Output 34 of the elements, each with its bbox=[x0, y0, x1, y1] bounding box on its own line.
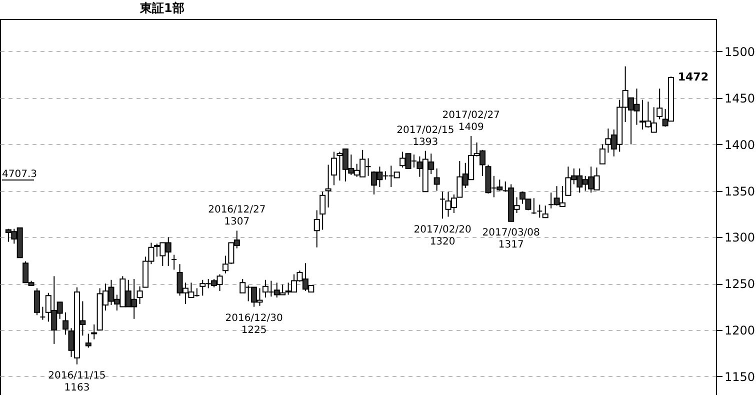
y-tick-label: 1500 bbox=[724, 44, 756, 59]
candlestick bbox=[34, 288, 40, 316]
annotation: 2016/12/27 1307 bbox=[208, 204, 266, 228]
candlestick bbox=[434, 168, 440, 192]
candlestick bbox=[171, 254, 178, 270]
candlestick bbox=[62, 312, 69, 336]
candlestick bbox=[440, 191, 446, 220]
text: 1472 bbox=[678, 70, 708, 84]
annotation: 2017/03/08 1317 bbox=[482, 227, 540, 250]
annotation: 2017/02/20 1320 bbox=[414, 224, 472, 248]
annotation: 2016/11/15 1163 bbox=[48, 370, 106, 394]
annotation: 2017/02/15 1393 bbox=[396, 124, 454, 148]
y-tick-label: 1400 bbox=[724, 138, 756, 152]
y-tick-label: 1250 bbox=[724, 277, 756, 292]
candlestick bbox=[536, 204, 543, 218]
candlestick bbox=[314, 210, 320, 248]
candlestick bbox=[85, 333, 92, 348]
y-tick-label: 1150 bbox=[724, 370, 756, 384]
candlestick bbox=[599, 144, 606, 164]
y-tick-label: 1350 bbox=[724, 184, 756, 198]
candlestick bbox=[325, 164, 332, 208]
y-tick-label: 1300 bbox=[724, 230, 756, 245]
candlestick bbox=[530, 198, 537, 214]
annotation: 4707.3 bbox=[2, 169, 37, 180]
candlestick bbox=[331, 151, 338, 186]
y-tick-label: 1450 bbox=[724, 91, 756, 106]
candlestick bbox=[40, 306, 46, 320]
candlestick bbox=[136, 286, 143, 305]
y-tick-label: 1200 bbox=[724, 324, 756, 338]
chart-title: 東証1部 bbox=[139, 1, 184, 15]
candlestick bbox=[320, 191, 326, 230]
candlestick bbox=[542, 205, 548, 218]
candlestick bbox=[656, 88, 663, 120]
annotation: 2016/12/30 1225 bbox=[225, 312, 283, 336]
